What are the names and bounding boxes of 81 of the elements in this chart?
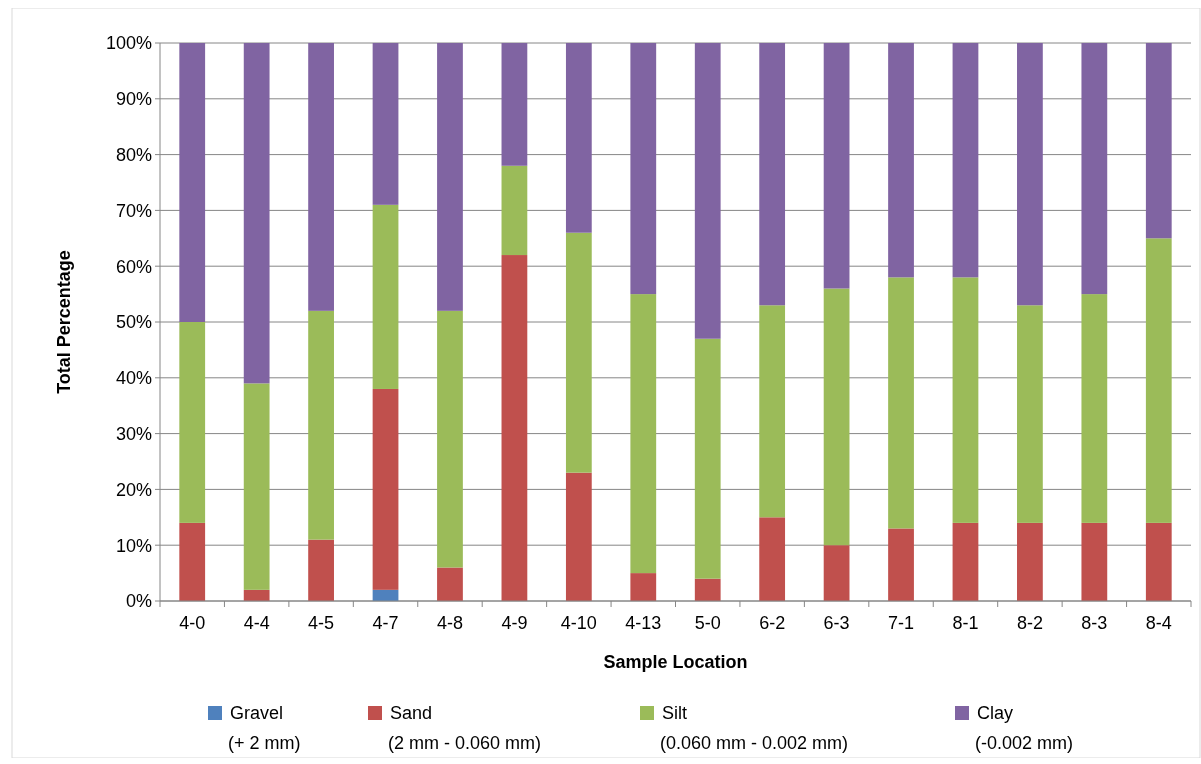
bar bbox=[243, 589, 270, 601]
x-tick-label: 4-4 bbox=[243, 613, 270, 633]
bar bbox=[823, 288, 850, 546]
y-tick-label: 70% bbox=[115, 200, 152, 221]
bar bbox=[823, 43, 850, 289]
bar bbox=[565, 43, 592, 233]
bar bbox=[694, 578, 721, 601]
bar bbox=[952, 277, 979, 523]
bar bbox=[1145, 238, 1172, 523]
bar bbox=[888, 277, 914, 529]
y-tick-label: 20% bbox=[115, 479, 152, 500]
bar bbox=[372, 204, 399, 389]
bar bbox=[759, 517, 786, 601]
bar bbox=[437, 310, 463, 568]
bar bbox=[1145, 43, 1172, 239]
bar bbox=[501, 43, 528, 166]
x-tick-label: 4-10 bbox=[560, 613, 597, 633]
bar bbox=[630, 294, 657, 574]
x-tick-label: 5-0 bbox=[694, 613, 721, 633]
x-tick-label: 8-4 bbox=[1145, 613, 1172, 633]
x-tick-label: 6-3 bbox=[823, 613, 850, 633]
x-tick-label: 4-13 bbox=[625, 613, 662, 633]
bar bbox=[888, 528, 914, 601]
bar bbox=[179, 43, 206, 322]
x-tick-label: 4-0 bbox=[179, 613, 206, 633]
y-tick-label: 40% bbox=[115, 368, 152, 389]
y-tick-label: 60% bbox=[115, 256, 152, 277]
bar bbox=[1081, 522, 1108, 601]
bar bbox=[952, 43, 979, 278]
y-tick-label: 0% bbox=[125, 591, 152, 612]
bar bbox=[501, 255, 528, 601]
bar bbox=[243, 43, 270, 384]
y-tick-label: 30% bbox=[115, 423, 152, 444]
bar bbox=[308, 310, 334, 540]
x-tick-label: 4-8 bbox=[436, 613, 463, 633]
y-tick-label: 80% bbox=[115, 144, 152, 165]
bar bbox=[1081, 294, 1108, 523]
bar bbox=[1017, 43, 1043, 306]
y-axis-title: Total Percentage bbox=[54, 250, 74, 394]
bar bbox=[694, 43, 721, 339]
legend-label: Sand (2 mm - 0.060 mm) bbox=[388, 703, 542, 753]
y-tick-label: 100% bbox=[105, 33, 152, 54]
bar bbox=[823, 545, 850, 601]
bar bbox=[308, 43, 334, 311]
legend-label: Clay (-0.002 mm) bbox=[975, 703, 1074, 753]
y-tick-label: 10% bbox=[115, 535, 152, 556]
bar bbox=[888, 43, 914, 278]
bar bbox=[308, 539, 334, 601]
bar bbox=[1081, 43, 1108, 295]
x-tick-label: 8-2 bbox=[1016, 613, 1043, 633]
bar bbox=[372, 388, 399, 590]
bar bbox=[630, 573, 657, 601]
x-tick-label: 8-1 bbox=[952, 613, 979, 633]
x-tick-label: 8-3 bbox=[1081, 613, 1108, 633]
bar bbox=[952, 522, 979, 601]
bar bbox=[179, 522, 206, 601]
x-tick-label: 4-5 bbox=[308, 613, 335, 633]
bar bbox=[372, 43, 399, 205]
bar bbox=[565, 232, 592, 473]
bar bbox=[759, 305, 786, 518]
x-tick-label: 7-1 bbox=[888, 613, 915, 633]
x-tick-label: 4-7 bbox=[372, 613, 399, 633]
bar bbox=[1017, 305, 1043, 523]
bar bbox=[179, 322, 206, 523]
bar bbox=[1145, 522, 1172, 601]
bar bbox=[1017, 522, 1043, 601]
legend-label: Silt (0.060 mm - 0.002 mm) bbox=[660, 703, 849, 753]
x-axis-title: Sample Location bbox=[603, 652, 748, 672]
bar bbox=[437, 567, 463, 601]
y-tick-label: 50% bbox=[115, 312, 152, 333]
bar bbox=[565, 472, 592, 601]
x-tick-label: 6-2 bbox=[759, 613, 786, 633]
bar bbox=[759, 43, 786, 306]
bar bbox=[243, 383, 270, 590]
bar bbox=[694, 338, 721, 579]
bar bbox=[437, 43, 463, 311]
legend-label: Gravel (+ 2 mm) bbox=[228, 703, 301, 753]
y-tick-label: 90% bbox=[115, 89, 152, 110]
x-tick-label: 4-9 bbox=[501, 613, 528, 633]
bar bbox=[501, 165, 528, 256]
bar bbox=[630, 43, 657, 295]
